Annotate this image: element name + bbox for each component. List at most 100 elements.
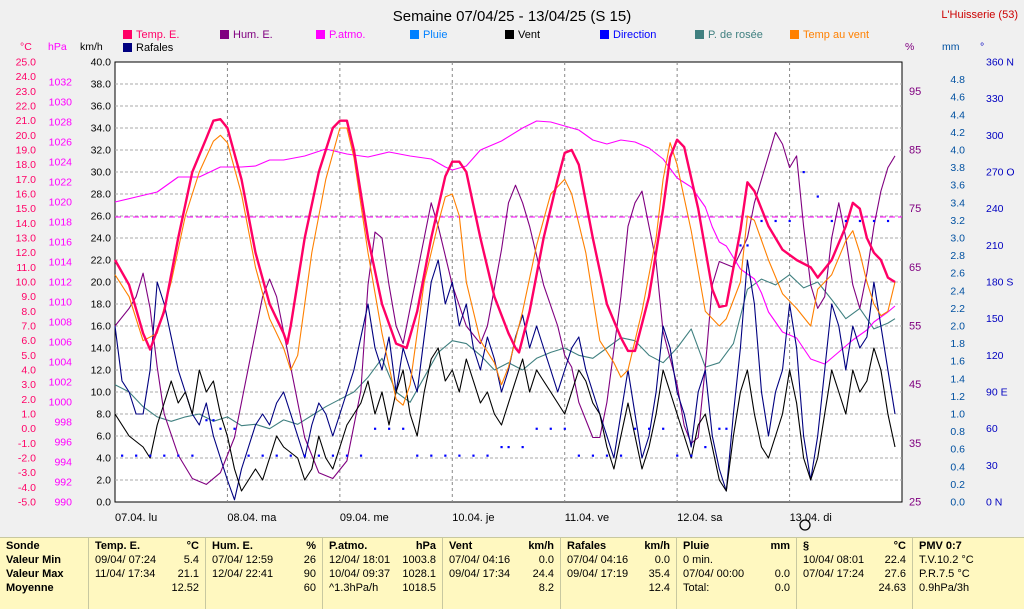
stats-avg-text: ^1.3hPa/h [329,582,379,594]
rain-tick-label: 2.0 [950,321,965,333]
row-label-avg: Moyenne [6,582,54,594]
direction-point [416,454,419,457]
stats-max-value: 21.1 [177,568,199,580]
row-label-max: Valeur Max [6,568,64,580]
x-tick-label: 07.04. lu [115,512,157,524]
stats-max-value: 90 [303,568,316,580]
stats-header: PMV 0:7 [919,538,1024,553]
stats-header: P.atmo. hPa [329,538,442,553]
press-tick-label: 1018 [49,217,73,229]
stats-header-value: km/h [644,540,670,552]
direction-point [577,454,580,457]
press-tick-label: 990 [54,497,72,509]
direction-point [163,454,166,457]
stats-max-text: 12/04/ 22:41 [212,568,274,580]
rain-tick-label: 4.8 [950,74,965,86]
stats-avg: Total: 0.0 [683,581,796,595]
wind-tick-label: 36.0 [91,101,112,113]
temp-tick-label: 14.0 [16,218,37,230]
stats-avg-text: Total: [683,582,710,594]
legend-swatch [600,30,609,39]
stats-max-value: 27.6 [884,568,906,580]
stats-min: 07/04/ 12:59 26 [212,553,322,567]
direction-point [676,454,679,457]
stats-header-text: Temp. E. [95,540,141,552]
press-tick-label: 1016 [49,237,73,249]
direction-point [507,446,510,449]
stats-avg-value: 12.4 [648,582,670,594]
temp-tick-label: -1.0 [18,438,36,450]
rain-tick-label: 3.0 [950,233,965,245]
stats-max: P.R.7.5 °C [919,567,1024,581]
press-tick-label: 1026 [49,137,73,149]
legend-label: Hum. E. [233,29,273,41]
stats-max: 09/04/ 17:34 24.4 [449,567,560,581]
row-labels-col: Sonde Valeur Min Valeur Max Moyenne [0,538,88,609]
direction-point [739,244,742,247]
legend-label: Direction [613,29,656,41]
press-tick-label: 998 [54,417,72,429]
direction-point [331,454,335,457]
legend-swatch [790,30,799,39]
press-tick-label: 1010 [49,297,73,309]
temp-tick-label: 4.0 [21,365,36,377]
direction-point [388,427,391,430]
wind-tick-label: 40.0 [91,57,112,69]
hum-tick-label: 65 [909,262,921,274]
direction-point [690,454,693,457]
stats-max-value: 1028.1 [402,568,436,580]
wind-tick-label: 32.0 [91,145,112,157]
series-line-hum-e [114,131,896,485]
stats-header: Pluie mm [683,538,796,553]
wind-tick-label: 22.0 [91,255,112,267]
stats-min: 12/04/ 18:01 1003.8 [329,553,442,567]
stats-min: 09/04/ 07:24 5.4 [95,553,205,567]
rain-tick-label: 3.8 [950,162,965,174]
series-line-rafales [114,259,896,501]
stats-avg: 12.52 [95,581,205,595]
wind-tick-label: 24.0 [91,233,112,245]
rain-tick-label: 0.4 [950,461,965,473]
rain-tick-label: 0.8 [950,426,965,438]
rain-tick-label: 3.6 [950,180,965,192]
stats-header-value: % [306,540,316,552]
direction-point [275,454,278,457]
stats-max-text: 07/04/ 17:24 [803,568,865,580]
stats-min-value: 5.4 [183,554,199,566]
stats-max: 10/04/ 09:37 1028.1 [329,567,442,581]
direction-point [177,454,180,457]
stats-min-text: 07/04/ 04:16 [567,554,629,566]
direction-point [472,454,475,457]
direction-point [633,427,637,430]
stats-min-text: 10/04/ 08:01 [803,554,865,566]
series-line-p-de-ros-e [114,274,896,430]
series-line-p-atmo [114,120,896,365]
stats-max-text: P.R.7.5 °C [919,568,970,580]
legend-label: Rafales [136,42,174,54]
stats-avg: 24.63 [803,581,912,595]
stats-min-text: 07/04/ 04:16 [449,554,511,566]
hum-tick-label: 55 [909,321,921,333]
stats-header: § °C [803,538,912,553]
scroll-marker[interactable] [799,519,811,531]
temp-tick-label: 20.0 [16,130,37,142]
x-tick-label: 12.04. sa [677,512,723,524]
chart-axes: 07.04. lu 08.04. ma 09.04. me 10.04. je 11.0… [16,41,1015,524]
direction-point [774,219,777,223]
stats-avg: ^1.3hPa/h 1018.5 [329,581,442,595]
direction-point [149,454,152,457]
temp-tick-label: 15.0 [16,203,37,215]
dir-tick-label: 330 [986,93,1004,105]
wind-tick-label: 14.0 [91,343,112,355]
rain-tick-label: 0.6 [950,444,965,456]
stats-header-text: Vent [449,540,473,552]
direction-point [191,454,194,457]
press-tick-label: 1028 [49,117,73,129]
direction-point [233,427,236,430]
stats-avg-value: 24.63 [878,582,906,594]
temp-tick-label: 12.0 [16,247,37,259]
direction-point [802,171,805,174]
direction-point [521,446,524,449]
rain-tick-label: 4.2 [950,127,965,139]
dir-tick-label: 120 [986,350,1004,362]
